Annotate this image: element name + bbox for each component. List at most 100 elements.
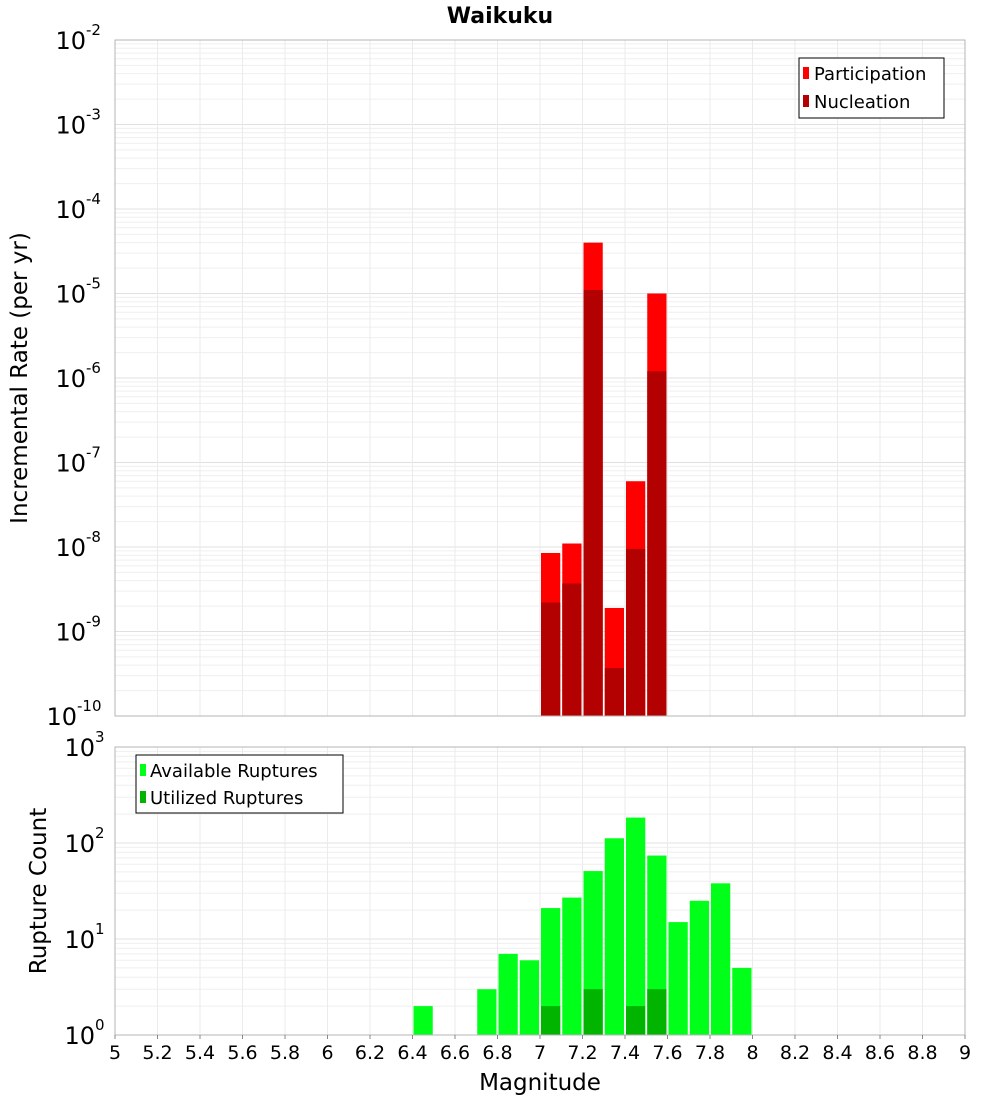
count-ytick-base: 10 [64, 830, 95, 858]
count-legend: Available Ruptures Utilized Ruptures [135, 754, 344, 814]
count-ytick-exponent: 3 [95, 728, 105, 746]
chart-title: Waikuku [447, 4, 553, 29]
count-y-axis-label: Rupture Count [26, 808, 52, 974]
x-tick-label: 7.6 [652, 1042, 682, 1064]
x-tick-label: 7.2 [567, 1042, 597, 1064]
count-bar-utilized-ruptures [626, 1006, 646, 1035]
rate-ytick-base: 10 [55, 27, 86, 55]
count-ytick: 10 0 [64, 1016, 104, 1050]
count-bar-available-ruptures [519, 960, 539, 1035]
rate-ytick-exponent: -3 [86, 106, 101, 124]
count-bar-utilized-ruptures [541, 1006, 561, 1035]
count-bar-available-ruptures [562, 897, 582, 1035]
x-tick-label: 9 [959, 1042, 971, 1064]
count-bar-available-ruptures [626, 817, 646, 1035]
x-tick-label: 6.8 [482, 1042, 512, 1064]
x-tick-label: 6.4 [397, 1042, 427, 1064]
count-bar-available-ruptures [711, 883, 731, 1035]
count-ytick-base: 10 [64, 734, 95, 762]
count-bar-available-ruptures [689, 900, 709, 1035]
rate-ytick-exponent: -6 [86, 359, 101, 377]
rate-ytick-exponent: -2 [86, 21, 101, 39]
x-tick-label: 8.2 [780, 1042, 810, 1064]
x-tick-label: 6 [321, 1042, 333, 1064]
legend-utilized-swatch [140, 791, 146, 803]
rate-ytick: 10 -6 [55, 359, 101, 393]
x-tick-label: 5.4 [185, 1042, 215, 1064]
rate-ytick-exponent: -10 [77, 697, 102, 715]
count-bar-available-ruptures [604, 838, 624, 1035]
rate-bars [541, 242, 667, 717]
rate-plot-border [114, 39, 966, 717]
rate-ytick-exponent: -5 [86, 275, 101, 293]
rate-bar-nucleation [604, 667, 624, 716]
rate-ytick-exponent: -9 [86, 613, 101, 631]
rate-ytick-base: 10 [55, 281, 86, 309]
rate-ytick-base: 10 [55, 619, 86, 647]
x-axis-label: Magnitude [479, 1070, 601, 1096]
x-tick-label: 8.8 [907, 1042, 937, 1064]
x-tick-label: 7.8 [695, 1042, 725, 1064]
rate-ytick-exponent: -7 [86, 444, 101, 462]
x-tick-label: 7 [534, 1042, 546, 1064]
x-tick-label: 6.6 [440, 1042, 470, 1064]
count-ytick: 10 1 [64, 920, 104, 954]
count-bar-available-ruptures [732, 967, 752, 1035]
rate-bar-nucleation [541, 602, 561, 716]
rate-ytick: 10 -3 [55, 106, 101, 140]
x-tick-label: 8.6 [865, 1042, 895, 1064]
rate-ytick-exponent: -4 [86, 190, 101, 208]
count-ytick-exponent: 2 [95, 824, 105, 842]
count-ytick-exponent: 1 [95, 920, 105, 938]
x-tick-label: 7.4 [610, 1042, 640, 1064]
rate-bar-nucleation [647, 371, 667, 716]
x-tick-label: 8 [746, 1042, 758, 1064]
count-bar-utilized-ruptures [647, 989, 667, 1035]
rate-ytick-base: 10 [55, 365, 86, 393]
count-ytick-exponent: 0 [95, 1016, 105, 1034]
rate-ytick: 10 -5 [55, 275, 101, 309]
rate-legend-box [798, 57, 945, 119]
count-bar-utilized-ruptures [583, 989, 603, 1035]
count-legend-box [135, 754, 344, 814]
rate-y-axis-label: Incremental Rate (per yr) [7, 232, 33, 524]
count-bar-available-ruptures [541, 908, 561, 1035]
count-bar-available-ruptures [498, 953, 518, 1035]
count-bar-available-ruptures [413, 1006, 433, 1035]
rate-ytick: 10 -2 [55, 21, 101, 55]
count-bars [413, 817, 752, 1035]
rate-ytick-exponent: -8 [86, 528, 101, 546]
x-tick-label: 5 [109, 1042, 121, 1064]
legend-participation-label: Participation [814, 64, 926, 85]
x-tick-label: 5.6 [227, 1042, 257, 1064]
x-axis-ticks: 5 5.2 5.4 5.6 5.8 6 6.2 6.4 6.6 6.8 7 7.2 7.4 7.6 7.8 8… [109, 1035, 971, 1064]
rate-ytick: 10 -9 [55, 613, 101, 647]
rate-ytick: 10 -4 [55, 190, 101, 224]
count-ytick: 10 2 [64, 824, 104, 858]
legend-participation-swatch [803, 67, 809, 79]
rate-ytick-base: 10 [55, 196, 86, 224]
legend-nucleation-swatch [803, 95, 809, 107]
rate-ytick: 10 -7 [55, 444, 101, 478]
rate-bar-nucleation [626, 548, 646, 716]
x-tick-label: 5.2 [142, 1042, 172, 1064]
x-tick-label: 6.2 [355, 1042, 385, 1064]
count-bar-available-ruptures [477, 989, 497, 1035]
legend-available-swatch [140, 764, 146, 776]
rate-ytick-base: 10 [46, 703, 77, 731]
rate-ytick-base: 10 [55, 534, 86, 562]
legend-available-label: Available Ruptures [150, 761, 318, 782]
x-tick-label: 8.4 [822, 1042, 852, 1064]
rate-gridlines [114, 40, 966, 717]
rate-ytick-base: 10 [55, 450, 86, 478]
count-bar-available-ruptures [668, 922, 688, 1035]
x-tick-label: 5.8 [270, 1042, 300, 1064]
legend-nucleation-label: Nucleation [814, 92, 910, 113]
count-ytick-base: 10 [64, 1022, 95, 1050]
rate-ytick-base: 10 [55, 112, 86, 140]
